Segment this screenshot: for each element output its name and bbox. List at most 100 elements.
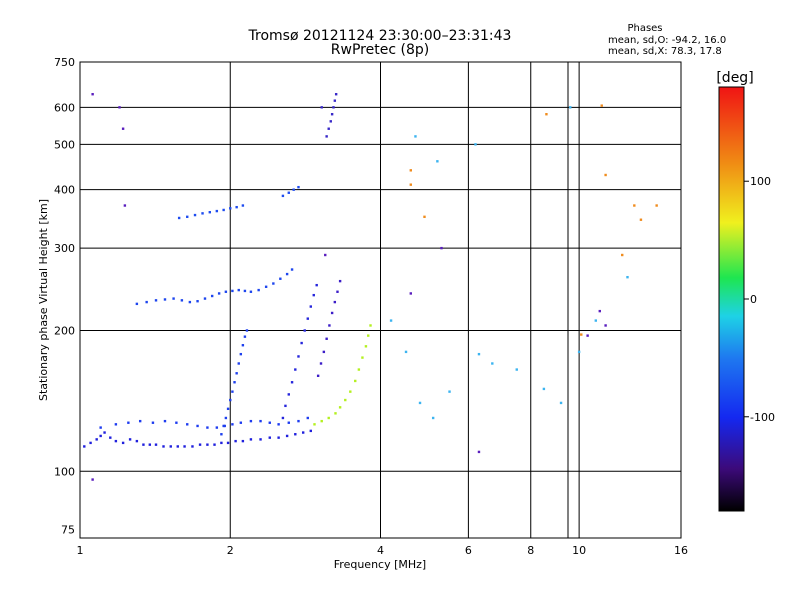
point-cluster <box>389 106 629 420</box>
data-point <box>245 329 249 332</box>
data-point <box>431 416 435 420</box>
data-point <box>257 288 260 292</box>
point-cluster <box>281 283 318 420</box>
colorbar-tick-label: 0 <box>750 293 757 306</box>
data-point <box>285 272 289 276</box>
data-point <box>239 421 243 424</box>
data-point <box>128 438 132 441</box>
data-point <box>334 412 337 415</box>
chart-title: Tromsø 20121124 23:30:00–23:31:43 <box>248 28 512 44</box>
data-point <box>180 299 184 302</box>
data-point <box>300 341 303 345</box>
point-cluster <box>320 93 338 138</box>
data-point <box>325 337 328 340</box>
data-point <box>290 268 294 271</box>
grid-lines <box>80 62 681 538</box>
data-point <box>259 438 262 441</box>
data-point <box>287 393 290 396</box>
stats-line-o: mean, sd,O: -94.2, 16.0 <box>608 35 726 46</box>
data-point <box>193 213 197 217</box>
data-point <box>114 423 118 426</box>
data-point <box>206 443 209 446</box>
data-point <box>169 445 172 448</box>
data-point <box>319 362 323 365</box>
data-point <box>145 300 148 304</box>
data-point <box>324 253 327 257</box>
data-point <box>243 289 247 293</box>
data-point <box>135 302 139 306</box>
data-point <box>241 439 245 443</box>
data-point <box>338 279 342 283</box>
data-points <box>83 93 658 481</box>
data-point <box>332 106 335 109</box>
data-point <box>234 439 237 443</box>
data-point <box>423 215 426 219</box>
data-point <box>559 401 563 405</box>
data-point <box>277 423 280 426</box>
x-tick-label: 1 <box>77 544 84 557</box>
stats-line-x: mean, sd,X: 78.3, 17.8 <box>608 46 722 57</box>
data-point <box>349 390 352 393</box>
data-point <box>264 285 268 288</box>
x-tick-label: 6 <box>465 544 472 557</box>
data-point <box>448 390 451 393</box>
data-point <box>491 362 494 365</box>
data-point <box>138 419 142 423</box>
data-point <box>220 441 223 445</box>
data-point <box>186 215 189 219</box>
data-point <box>162 445 165 448</box>
data-point <box>367 334 370 337</box>
data-point <box>154 443 158 446</box>
x-axis-label: Frequency [MHz] <box>334 558 426 571</box>
data-point <box>188 300 192 304</box>
data-point <box>243 335 247 338</box>
data-point <box>297 355 300 358</box>
data-point <box>336 290 339 293</box>
point-cluster <box>83 429 312 448</box>
data-point <box>440 246 443 250</box>
chart-subtitle: RwPretec (8p) <box>331 42 429 58</box>
data-point <box>196 300 199 303</box>
y-tick-label: 400 <box>54 184 75 197</box>
data-point <box>148 443 152 446</box>
data-point <box>208 211 212 214</box>
data-point <box>320 419 323 423</box>
data-point <box>389 319 393 322</box>
data-point <box>224 416 228 420</box>
data-point <box>213 443 216 446</box>
plot-frame <box>79 61 682 539</box>
data-point <box>279 277 282 280</box>
data-point <box>312 293 315 297</box>
data-point <box>316 374 320 378</box>
data-point <box>277 436 280 439</box>
data-point <box>334 93 338 96</box>
data-point <box>306 317 309 320</box>
data-point <box>604 324 607 327</box>
data-point <box>333 99 337 102</box>
data-point <box>361 356 364 359</box>
data-point <box>297 419 300 423</box>
data-point <box>99 434 102 438</box>
y-axis-ticks: 75 100 200 300 400 500 600 750 <box>54 56 75 537</box>
data-point <box>329 120 332 123</box>
data-point <box>224 290 228 293</box>
data-point <box>290 381 294 384</box>
data-point <box>109 436 112 439</box>
stats-legend: Phases mean, sd,O: -94.2, 16.0 mean, sd,… <box>608 23 726 57</box>
data-point <box>163 298 167 301</box>
data-point <box>436 160 439 163</box>
y-tick-label: 300 <box>54 242 75 255</box>
data-point <box>344 398 347 402</box>
data-point <box>249 290 253 293</box>
data-point <box>409 169 412 172</box>
data-point <box>118 106 121 109</box>
y-tick-label: 75 <box>61 524 75 537</box>
data-point <box>294 368 297 371</box>
data-point <box>215 426 219 429</box>
data-point <box>91 93 94 96</box>
data-point <box>231 423 234 426</box>
data-point <box>333 300 337 304</box>
data-point <box>226 441 230 445</box>
data-point <box>325 135 328 138</box>
data-point <box>313 423 316 426</box>
